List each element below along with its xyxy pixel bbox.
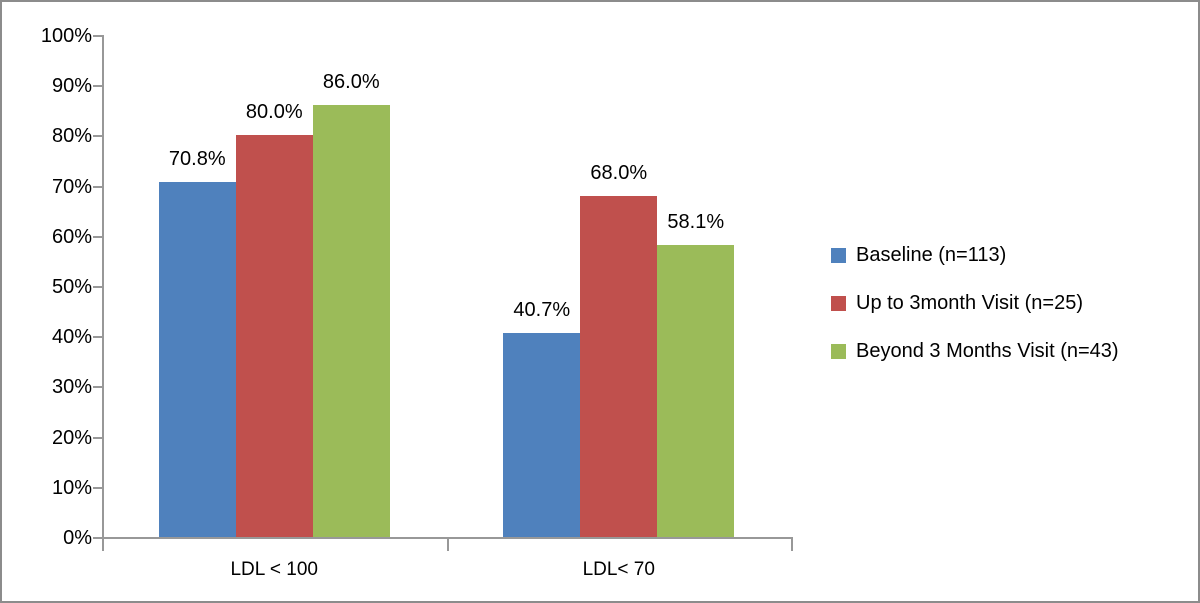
legend-swatch-icon (831, 247, 846, 263)
bar-data-label: 80.0% (245, 101, 303, 124)
y-axis-line (102, 35, 104, 539)
y-axis-tick (93, 537, 102, 539)
bar-LDL< 70-Up to 3month Visit (n=25) (580, 195, 658, 537)
legend-label: Beyond 3 Months Visit (n=43) (856, 339, 1119, 362)
bar-data-label: 86.0% (322, 71, 380, 94)
x-axis-category-label: LDL < 100 (230, 559, 318, 580)
y-axis-tick (93, 386, 102, 389)
y-axis-tick-label: 50% (51, 276, 92, 298)
y-axis-tick-label: 80% (51, 125, 92, 148)
bar-data-label: 40.7% (513, 298, 571, 321)
bar-LDL < 100-Beyond 3 Months Visit (n=43) (312, 105, 390, 537)
y-axis-tick (93, 185, 102, 188)
bar-LDL < 100-Baseline (n=113) (158, 181, 236, 537)
bar-data-label: 70.8% (168, 147, 226, 170)
legend-item: Baseline (n=113) (831, 244, 1119, 266)
y-axis-tick-label: 10% (51, 476, 92, 499)
y-axis-tick (93, 286, 102, 288)
y-axis-tick (93, 85, 102, 88)
x-axis-tick (446, 539, 449, 551)
bar-data-label: 68.0% (590, 161, 648, 184)
y-axis-tick-label: 20% (51, 426, 92, 449)
x-axis-tick (791, 539, 793, 551)
legend-swatch-icon (831, 295, 846, 311)
y-axis-tick (93, 336, 102, 339)
x-axis-tick (102, 539, 104, 551)
x-axis-category-label: LDL< 70 (582, 559, 655, 580)
y-axis-tick (93, 135, 102, 138)
legend: Baseline (n=113) Up to 3month Visit (n=25… (831, 244, 1119, 388)
y-axis-tick-label: 90% (51, 75, 92, 98)
y-axis-tick (93, 436, 102, 439)
bar-data-label: 58.1% (667, 211, 725, 234)
y-axis-tick-label: 100% (40, 25, 92, 47)
legend-label: Baseline (n=113) (856, 243, 1007, 266)
bar-LDL< 70-Baseline (n=113) (503, 332, 581, 537)
y-axis-tick (93, 35, 102, 37)
x-axis-line (102, 537, 793, 539)
y-axis-tick-label: 70% (51, 175, 92, 198)
legend-item: Beyond 3 Months Visit (n=43) (831, 340, 1119, 362)
bar-LDL < 100-Up to 3month Visit (n=25) (235, 135, 313, 537)
y-axis-tick (93, 486, 102, 489)
legend-swatch-icon (831, 343, 846, 359)
y-axis-tick-label: 60% (51, 225, 92, 248)
y-axis-tick (93, 235, 102, 238)
y-axis-tick-label: 40% (51, 326, 92, 349)
y-axis-tick-label: 0% (63, 527, 92, 549)
bar-LDL< 70-Beyond 3 Months Visit (n=43) (657, 245, 735, 537)
y-axis-tick-label: 30% (51, 376, 92, 399)
legend-item: Up to 3month Visit (n=25) (831, 292, 1119, 314)
legend-label: Up to 3month Visit (n=25) (856, 291, 1083, 314)
